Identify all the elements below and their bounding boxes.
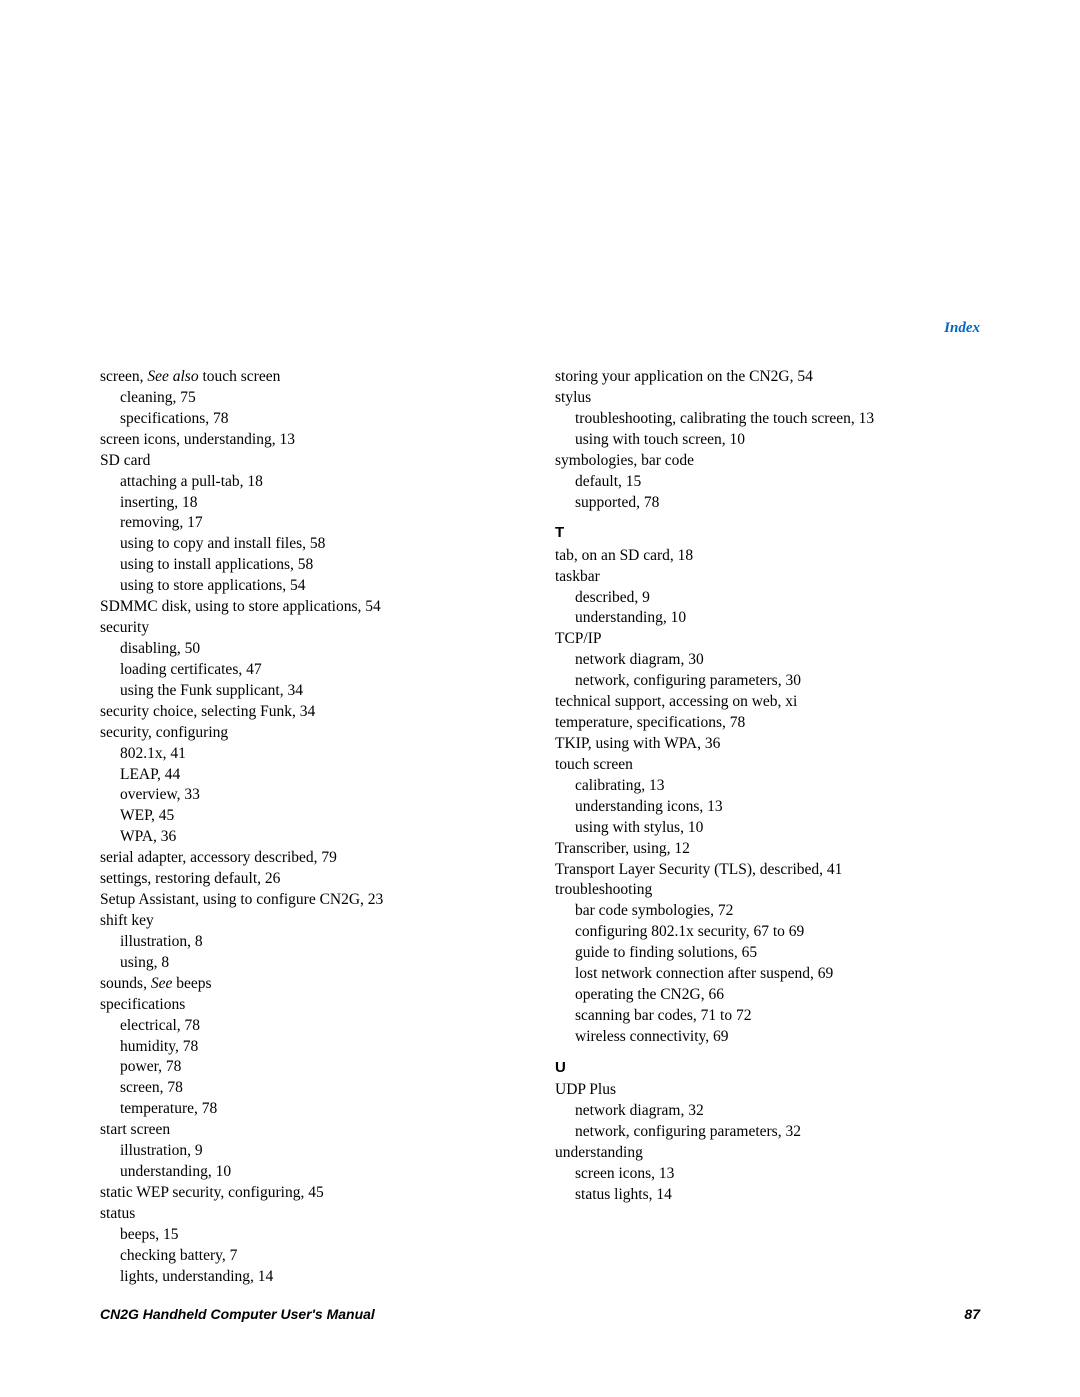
index-entry: taskbar [555, 567, 980, 588]
index-entry: Transcriber, using, 12 [555, 839, 980, 860]
index-sub-entry: screen, 78 [100, 1078, 525, 1099]
index-sub-entry: guide to finding solutions, 65 [555, 943, 980, 964]
index-entry: symbologies, bar code [555, 451, 980, 472]
index-entry: sounds, See beeps [100, 974, 525, 995]
index-sub-entry: illustration, 8 [100, 932, 525, 953]
index-sub-entry: screen icons, 13 [555, 1164, 980, 1185]
section-letter-t: T [555, 523, 980, 543]
page-footer: CN2G Handheld Computer User's Manual 87 [100, 1306, 980, 1322]
index-sub-entry: using to install applications, 58 [100, 555, 525, 576]
index-sub-entry: cleaning, 75 [100, 388, 525, 409]
index-entry: TCP/IP [555, 629, 980, 650]
index-sub-entry: scanning bar codes, 71 to 72 [555, 1006, 980, 1027]
index-sub-entry: humidity, 78 [100, 1037, 525, 1058]
index-sub-entry: troubleshooting, calibrating the touch s… [555, 409, 980, 430]
index-sub-entry: using with stylus, 10 [555, 818, 980, 839]
index-entry: technical support, accessing on web, xi [555, 692, 980, 713]
index-text: beeps [176, 975, 211, 992]
index-sub-entry: specifications, 78 [100, 409, 525, 430]
index-sub-entry: understanding, 10 [100, 1162, 525, 1183]
index-sub-entry: electrical, 78 [100, 1016, 525, 1037]
index-entry: stylus [555, 388, 980, 409]
footer-title: CN2G Handheld Computer User's Manual [100, 1306, 375, 1322]
index-sub-entry: checking battery, 7 [100, 1246, 525, 1267]
index-sub-entry: WEP, 45 [100, 806, 525, 827]
left-column: screen, See also touch screen cleaning, … [100, 367, 525, 1288]
index-entry: tab, on an SD card, 18 [555, 546, 980, 567]
index-italic: See [151, 975, 176, 992]
index-entry: security, configuring [100, 723, 525, 744]
index-entry: serial adapter, accessory described, 79 [100, 848, 525, 869]
index-sub-entry: illustration, 9 [100, 1141, 525, 1162]
index-entry: Transport Layer Security (TLS), describe… [555, 860, 980, 881]
index-entry: touch screen [555, 755, 980, 776]
index-entry: security [100, 618, 525, 639]
index-entry: screen icons, understanding, 13 [100, 430, 525, 451]
index-sub-entry: network, configuring parameters, 30 [555, 671, 980, 692]
index-entry: TKIP, using with WPA, 36 [555, 734, 980, 755]
footer-page-number: 87 [964, 1306, 980, 1322]
index-entry: SD card [100, 451, 525, 472]
index-entry: temperature, specifications, 78 [555, 713, 980, 734]
index-content: screen, See also touch screen cleaning, … [0, 367, 1080, 1288]
index-entry: troubleshooting [555, 880, 980, 901]
index-entry: SDMMC disk, using to store applications,… [100, 597, 525, 618]
index-sub-entry: LEAP, 44 [100, 765, 525, 786]
index-sub-entry: configuring 802.1x security, 67 to 69 [555, 922, 980, 943]
index-entry: screen, See also touch screen [100, 367, 525, 388]
index-sub-entry: using with touch screen, 10 [555, 430, 980, 451]
index-sub-entry: disabling, 50 [100, 639, 525, 660]
index-sub-entry: removing, 17 [100, 513, 525, 534]
index-entry: security choice, selecting Funk, 34 [100, 702, 525, 723]
index-entry: UDP Plus [555, 1080, 980, 1101]
index-sub-entry: network diagram, 32 [555, 1101, 980, 1122]
index-sub-entry: default, 15 [555, 472, 980, 493]
index-entry: settings, restoring default, 26 [100, 869, 525, 890]
index-text: screen, [100, 368, 147, 385]
section-letter-u: U [555, 1058, 980, 1078]
index-sub-entry: network, configuring parameters, 32 [555, 1122, 980, 1143]
index-sub-entry: calibrating, 13 [555, 776, 980, 797]
index-sub-entry: wireless connectivity, 69 [555, 1027, 980, 1048]
index-sub-entry: beeps, 15 [100, 1225, 525, 1246]
index-sub-entry: lost network connection after suspend, 6… [555, 964, 980, 985]
index-sub-entry: bar code symbologies, 72 [555, 901, 980, 922]
index-sub-entry: understanding icons, 13 [555, 797, 980, 818]
index-sub-entry: using to store applications, 54 [100, 576, 525, 597]
index-entry: static WEP security, configuring, 45 [100, 1183, 525, 1204]
index-sub-entry: lights, understanding, 14 [100, 1267, 525, 1288]
index-sub-entry: using to copy and install files, 58 [100, 534, 525, 555]
index-sub-entry: 802.1x, 41 [100, 744, 525, 765]
index-text: sounds, [100, 975, 151, 992]
index-sub-entry: power, 78 [100, 1057, 525, 1078]
index-sub-entry: described, 9 [555, 588, 980, 609]
index-sub-entry: operating the CN2G, 66 [555, 985, 980, 1006]
index-sub-entry: overview, 33 [100, 785, 525, 806]
index-entry: shift key [100, 911, 525, 932]
index-sub-entry: using, 8 [100, 953, 525, 974]
index-entry: storing your application on the CN2G, 54 [555, 367, 980, 388]
index-sub-entry: understanding, 10 [555, 608, 980, 629]
page-header: Index [0, 0, 1080, 367]
index-text: touch screen [202, 368, 280, 385]
index-sub-entry: status lights, 14 [555, 1185, 980, 1206]
index-entry: specifications [100, 995, 525, 1016]
index-sub-entry: WPA, 36 [100, 827, 525, 848]
index-sub-entry: attaching a pull-tab, 18 [100, 472, 525, 493]
index-sub-entry: temperature, 78 [100, 1099, 525, 1120]
index-sub-entry: inserting, 18 [100, 493, 525, 514]
index-sub-entry: loading certificates, 47 [100, 660, 525, 681]
index-italic: See also [147, 368, 202, 385]
index-entry: Setup Assistant, using to configure CN2G… [100, 890, 525, 911]
index-sub-entry: supported, 78 [555, 493, 980, 514]
index-entry: status [100, 1204, 525, 1225]
index-entry: start screen [100, 1120, 525, 1141]
index-sub-entry: network diagram, 30 [555, 650, 980, 671]
index-sub-entry: using the Funk supplicant, 34 [100, 681, 525, 702]
index-entry: understanding [555, 1143, 980, 1164]
right-column: storing your application on the CN2G, 54… [555, 367, 980, 1288]
